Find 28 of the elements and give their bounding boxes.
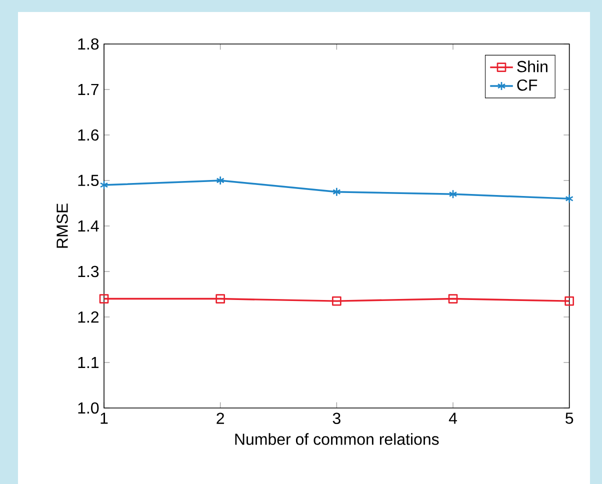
x-tick-label: 3 [332,412,340,424]
point [564,296,574,306]
x-tick-label: 4 [448,412,457,424]
point [216,294,226,304]
point [99,294,109,304]
y-axis-title: RMSE [56,204,68,248]
y-tick-label: 1.8 [78,38,99,50]
y-tick-label: 1.2 [78,311,98,323]
x-tick-label: 5 [566,412,574,424]
y-tick-label: 1.6 [78,129,99,141]
point [448,189,458,199]
x-tick-label: 2 [216,412,224,424]
point [448,294,458,304]
y-tick-label: 1.7 [78,84,98,95]
point [565,194,574,204]
y-tick-label: 1.5 [78,174,99,186]
x-axis-title: Number of common relations [235,433,439,445]
point [100,180,108,190]
legend-label: CF [517,79,538,91]
y-tick-label: 1.3 [78,266,99,278]
point [216,176,224,186]
y-tick-label: 1.1 [78,356,99,368]
legend-label: Shin [517,60,548,72]
y-tick-label: 1.0 [78,402,99,414]
point [332,187,341,197]
point [332,296,342,306]
x-tick-label: 1 [100,412,108,424]
y-tick-label: 1.4 [78,220,99,232]
